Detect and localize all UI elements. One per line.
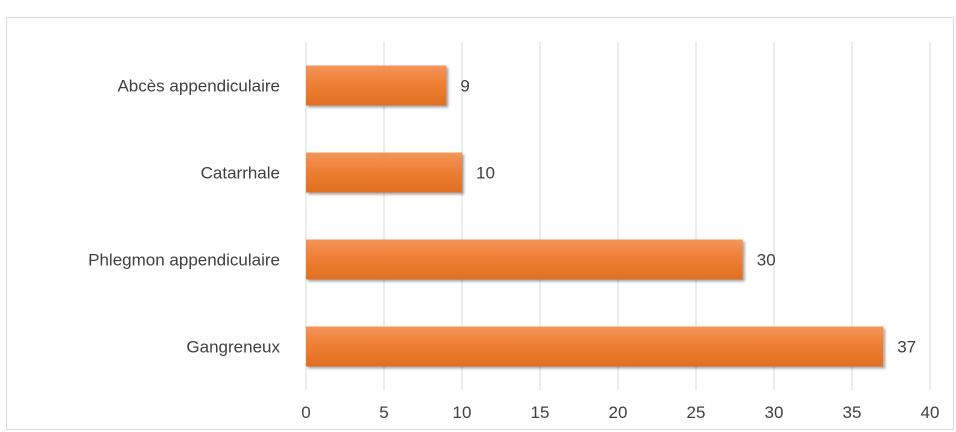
x-tick-label: 0 [301, 403, 310, 422]
x-tick-label: 5 [379, 403, 388, 422]
x-tick-label: 25 [687, 403, 706, 422]
bar [306, 65, 447, 106]
category-label: Gangreneux [186, 338, 280, 357]
chart-frame [6, 17, 954, 430]
x-tick-label: 20 [609, 403, 628, 422]
x-tick-label: 35 [843, 403, 862, 422]
data-label: 9 [460, 77, 469, 96]
x-tick-label: 40 [921, 403, 940, 422]
category-label: Catarrhale [201, 164, 280, 183]
bar [306, 326, 884, 367]
x-tick-label: 10 [453, 403, 472, 422]
data-label: 30 [757, 251, 776, 270]
x-tick-label: 15 [531, 403, 550, 422]
bars [306, 65, 884, 367]
x-tick-label: 30 [765, 403, 784, 422]
data-label: 10 [476, 164, 495, 183]
labels: 0 5 10 15 20 25 30 35 40 Abcès appendiculaire 9 Cat… [88, 77, 939, 423]
category-label: Phlegmon appendiculaire [88, 251, 280, 270]
bar [306, 239, 743, 280]
bar [306, 152, 462, 193]
category-label: Abcès appendiculaire [117, 77, 280, 96]
data-label: 37 [897, 338, 916, 357]
